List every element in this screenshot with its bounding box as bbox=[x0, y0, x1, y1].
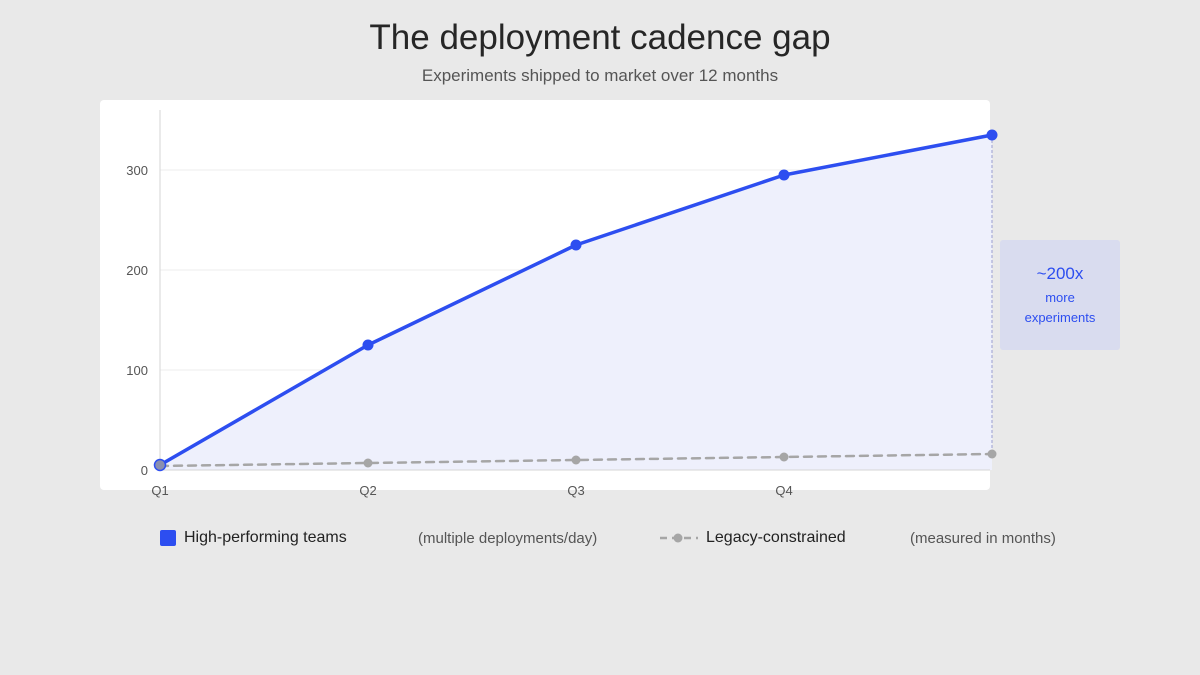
y-tick-label: 300 bbox=[126, 163, 148, 178]
y-tick-labels: 0 100 200 300 bbox=[126, 163, 148, 478]
x-tick-label: Q3 bbox=[567, 483, 584, 498]
legend-label-legacy: Legacy-constrained bbox=[706, 529, 846, 546]
x-tick-label: Q4 bbox=[775, 483, 792, 498]
gap-callout: ~200x more experiments bbox=[1000, 240, 1120, 350]
point-legacy bbox=[987, 449, 997, 459]
axes bbox=[159, 110, 990, 471]
point-high-performing bbox=[570, 239, 582, 251]
legend-note-text-legacy: (measured in months) bbox=[910, 529, 1056, 547]
legend-swatch-high-performing bbox=[160, 530, 176, 546]
legend-label-high-performing: High-performing teams bbox=[184, 529, 347, 546]
x-tick-label: Q2 bbox=[359, 483, 376, 498]
point-high-performing bbox=[153, 458, 167, 472]
point-high-performing bbox=[362, 339, 374, 351]
callout-line-1: more bbox=[1045, 290, 1075, 305]
area-fill bbox=[160, 135, 992, 470]
point-legacy bbox=[779, 452, 789, 462]
callout-headline: ~200x bbox=[1036, 264, 1084, 283]
point-high-performing bbox=[778, 169, 790, 181]
legend-item-legacy: Legacy-constrained bbox=[660, 528, 846, 548]
legend-note-legacy: (measured in months) bbox=[910, 528, 1056, 548]
x-tick-label: Q1 bbox=[151, 483, 168, 498]
chart-title: The deployment cadence gap bbox=[369, 18, 831, 57]
x-tick-labels: Q1 Q2 Q3 Q4 bbox=[151, 483, 792, 498]
y-tick-label: 100 bbox=[126, 363, 148, 378]
y-tick-label: 200 bbox=[126, 263, 148, 278]
point-high-performing bbox=[986, 129, 998, 141]
legend-item-high-performing: High-performing teams bbox=[160, 528, 347, 548]
legend-note-text-high-performing: (multiple deployments/day) bbox=[418, 529, 598, 547]
callout-text: more experiments bbox=[1000, 288, 1120, 328]
chart-subtitle: Experiments shipped to market over 12 mo… bbox=[421, 66, 779, 85]
legend-swatch-legacy bbox=[660, 533, 698, 543]
y-tick-label: 0 bbox=[141, 463, 148, 478]
point-legacy bbox=[571, 455, 581, 465]
series-area-high-performing bbox=[160, 135, 992, 470]
callout-line-2: experiments bbox=[1024, 310, 1096, 325]
point-legacy bbox=[363, 458, 373, 468]
series-points bbox=[153, 129, 998, 472]
series-line-legacy bbox=[158, 452, 994, 468]
legend-note-high-performing: (multiple deployments/day) bbox=[418, 528, 597, 548]
